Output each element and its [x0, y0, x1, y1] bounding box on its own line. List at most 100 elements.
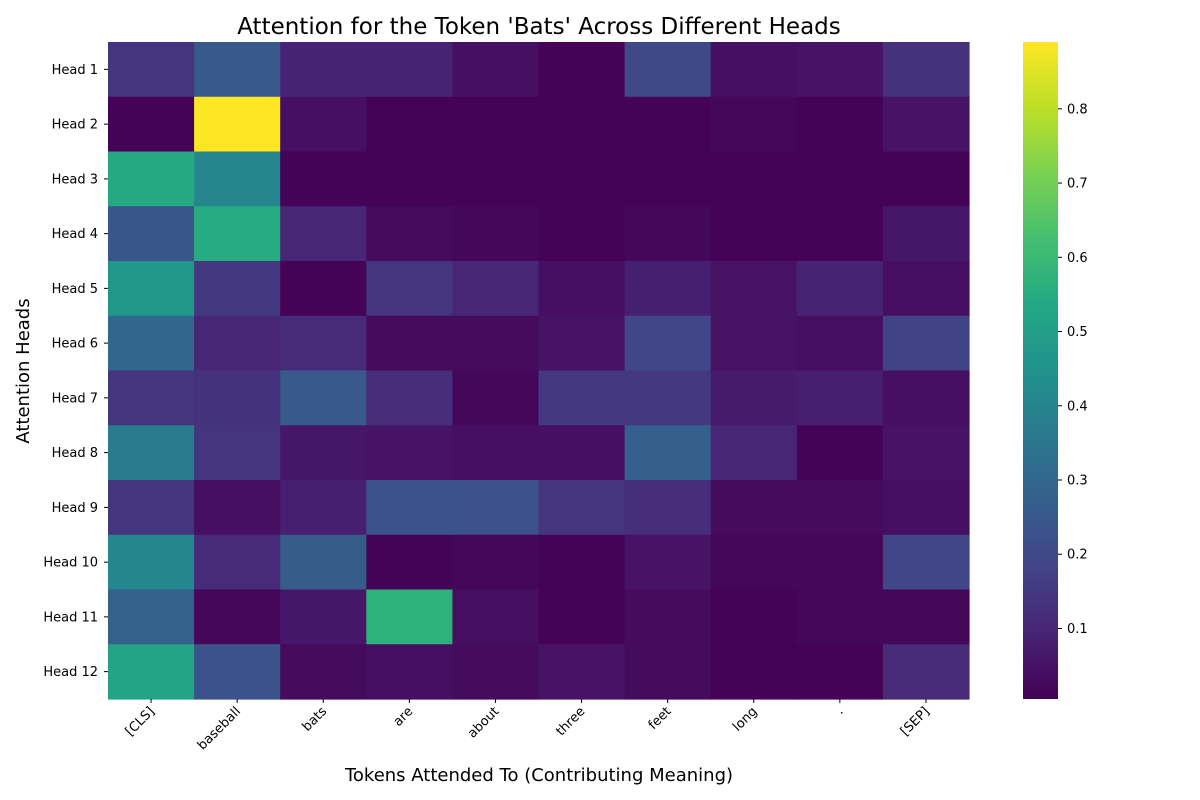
- heatmap-cell: [108, 151, 195, 207]
- heatmap-cell: [882, 261, 970, 317]
- heatmap-cell: [796, 480, 884, 536]
- heatmap-cell: [710, 261, 798, 317]
- y-tick-label: Head 12: [43, 665, 98, 680]
- heatmap-cell: [796, 151, 884, 207]
- heatmap-cell: [882, 315, 970, 372]
- heatmap-cell: [194, 480, 281, 536]
- heatmap-cell: [882, 589, 970, 645]
- colorbar-tick-label: 0.1: [1067, 622, 1088, 637]
- heatmap-cell: [280, 480, 367, 536]
- colorbar-tick-label: 0.8: [1067, 102, 1088, 117]
- y-tick-label: Head 6: [52, 337, 98, 352]
- heatmap-cell: [194, 425, 281, 481]
- x-tick-label: [CLS]: [123, 704, 158, 739]
- heatmap-cell: [624, 151, 712, 207]
- y-tick-label: Head 4: [52, 227, 98, 242]
- heatmap-cell: [624, 534, 712, 591]
- heatmap-cell: [108, 425, 195, 481]
- heatmap-cell: [366, 96, 453, 153]
- heatmap-cell: [280, 96, 367, 153]
- heatmap-cell: [624, 589, 712, 645]
- heatmap-cell: [452, 151, 540, 207]
- heatmap-cell: [366, 261, 453, 317]
- heatmap-cell: [366, 480, 453, 536]
- heatmap-cell: [194, 261, 281, 317]
- colorbar-tick-label: 0.4: [1067, 399, 1088, 414]
- heatmap-cell: [624, 480, 712, 536]
- heatmap-cell: [624, 644, 712, 700]
- heatmap-cell: [194, 589, 281, 645]
- colorbar-tick-label: 0.2: [1067, 548, 1088, 563]
- heatmap-cell: [624, 425, 712, 481]
- heatmap-cell: [538, 96, 626, 153]
- colorbar-ticks: 0.1 0.2 0.3 0.4 0.5 0.6 0.7 0.8: [1058, 102, 1088, 637]
- x-tick-label: about: [465, 704, 502, 741]
- heatmap-cell: [710, 206, 798, 262]
- heatmap-cell: [194, 644, 281, 700]
- colorbar-tick-label: 0.7: [1067, 177, 1088, 192]
- y-tick-label: Head 5: [52, 282, 98, 297]
- heatmap-cell: [624, 315, 712, 372]
- heatmap-cell: [882, 534, 970, 591]
- heatmap-cell: [108, 589, 195, 645]
- heatmap-cell: [452, 96, 540, 153]
- y-tick-label: Head 1: [52, 63, 98, 78]
- heatmap-cell: [710, 644, 798, 700]
- heatmap-cell: [538, 42, 626, 98]
- colorbar-tick-label: 0.3: [1067, 474, 1088, 489]
- colorbar: 0.1 0.2 0.3 0.4 0.5 0.6 0.7 0.8: [1023, 42, 1088, 699]
- heatmap-cell: [624, 206, 712, 262]
- y-tick-label: Head 2: [52, 118, 98, 133]
- heatmap-cell: [280, 644, 367, 700]
- heatmap-cell: [280, 315, 367, 372]
- heatmap-cell: [538, 534, 626, 591]
- y-tick-label: Head 7: [52, 391, 98, 406]
- heatmap-cell: [538, 589, 626, 645]
- heatmap-cell: [108, 261, 195, 317]
- heatmap-cell: [796, 425, 884, 481]
- heatmap-cell: [796, 42, 884, 98]
- x-tick-label: feet: [646, 704, 675, 733]
- heatmap-cell: [710, 370, 798, 426]
- x-axis-title: Tokens Attended To (Contributing Meaning…: [344, 765, 733, 786]
- heatmap-cell: [796, 261, 884, 317]
- heatmap-cell: [882, 425, 970, 481]
- heatmap-cell: [108, 480, 195, 536]
- y-axis-title: Attention Heads: [13, 298, 34, 443]
- heatmap-cell: [710, 589, 798, 645]
- y-tick-label: Head 11: [43, 610, 98, 625]
- heatmap-cell: [710, 425, 798, 481]
- heatmap-cell: [366, 315, 453, 372]
- colorbar-gradient: [1023, 42, 1058, 699]
- heatmap-cell: [366, 534, 453, 591]
- heatmap-cell: [280, 534, 367, 591]
- heatmap-cell: [538, 425, 626, 481]
- heatmap-cell: [710, 480, 798, 536]
- heatmap-cell: [538, 151, 626, 207]
- heatmap-cell: [280, 261, 367, 317]
- x-tick-label: [SEP]: [898, 704, 933, 739]
- heatmap-cell: [452, 370, 540, 426]
- heatmap-cell: [710, 42, 798, 98]
- heatmap-cell: [796, 206, 884, 262]
- heatmap-cell: [194, 42, 281, 98]
- heatmap-cell: [452, 534, 540, 591]
- heatmap-cell: [538, 261, 626, 317]
- heatmap-cell: [882, 370, 970, 426]
- heatmap-cell: [108, 370, 195, 426]
- heatmap-cell: [796, 644, 884, 700]
- heatmap-cell: [796, 534, 884, 591]
- heatmap-cell: [538, 644, 626, 700]
- heatmap-cell: [194, 534, 281, 591]
- heatmap-cell: [452, 315, 540, 372]
- heatmap-cell: [366, 370, 453, 426]
- heatmap-cell: [108, 96, 195, 153]
- heatmap-cell: [108, 534, 195, 591]
- heatmap-cell: [882, 42, 970, 98]
- colorbar-tick-label: 0.6: [1067, 251, 1088, 266]
- heatmap-cell: [710, 96, 798, 153]
- heatmap-cell: [366, 589, 453, 645]
- heatmap-cell: [452, 425, 540, 481]
- colorbar-tick-label: 0.5: [1067, 325, 1088, 340]
